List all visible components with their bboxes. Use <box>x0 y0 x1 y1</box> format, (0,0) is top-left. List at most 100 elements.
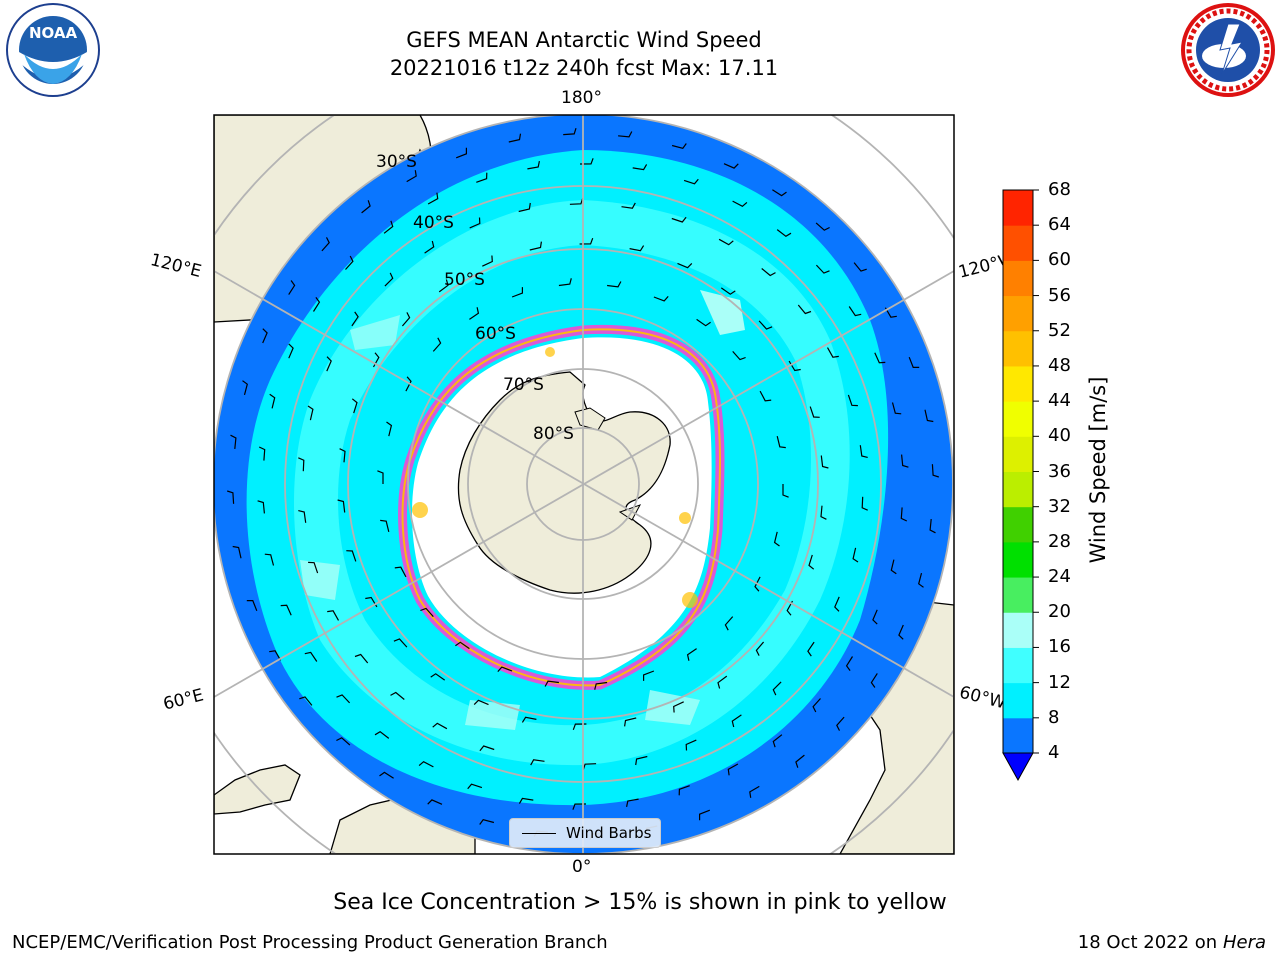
colorbar-tick-label: 4 <box>1048 742 1060 763</box>
colorbar-segment <box>1003 401 1033 437</box>
wind-barb <box>758 320 773 330</box>
wind-barb <box>346 550 357 562</box>
wind-barb <box>262 328 268 344</box>
wind-barb <box>563 128 577 136</box>
wind-barb <box>269 393 276 409</box>
wind-barb <box>686 648 697 661</box>
wind-barb <box>861 496 868 511</box>
wind-barb <box>374 730 390 739</box>
wind-barb <box>242 380 248 396</box>
wind-barb <box>732 200 748 208</box>
wind-barb <box>336 737 351 746</box>
colorbar-tick-label: 28 <box>1048 530 1071 552</box>
wind-barb <box>424 240 435 254</box>
noaa-logo-icon: NOAA <box>6 3 100 97</box>
wind-barb <box>898 624 904 640</box>
wind-barb <box>683 178 699 185</box>
wind-barb <box>529 241 542 251</box>
wind-barb <box>908 356 920 368</box>
chart-title: GEFS MEAN Antarctic Wind Speed <box>406 28 762 52</box>
wind-barb <box>288 280 296 295</box>
wind-barb <box>852 547 859 563</box>
wind-barb <box>336 694 351 704</box>
wind-barb <box>432 722 448 730</box>
lat-label-70s: 70°S <box>503 375 544 395</box>
footer-organization: NCEP/EMC/Verification Post Processing Pr… <box>12 932 608 953</box>
wind-barb <box>308 561 319 574</box>
wind-barb <box>288 343 294 359</box>
colorbar-tick-label: 32 <box>1048 495 1071 517</box>
wind-barb <box>427 192 439 205</box>
wind-barb <box>386 421 393 437</box>
colorbar-tick-label: 52 <box>1048 319 1071 341</box>
wind-barb <box>717 675 728 689</box>
wind-barb <box>749 785 760 798</box>
wind-barb <box>643 670 655 681</box>
wind-barb <box>673 701 684 713</box>
wind-barb <box>786 600 794 616</box>
wind-barb <box>872 609 878 625</box>
colorbar-segment <box>1003 577 1033 613</box>
wind-barb <box>847 394 858 407</box>
wind-barb <box>482 255 493 267</box>
legend-label: Wind Barbs <box>566 824 652 842</box>
wind-barb <box>626 798 639 808</box>
colorbar-tick-label: 24 <box>1048 566 1071 588</box>
wind-barb <box>755 641 765 656</box>
wind-barb <box>815 264 830 274</box>
wind-barb <box>455 641 470 650</box>
sea-ice-caption: Sea Ice Concentration > 15% is shown in … <box>333 890 947 915</box>
wind-barb <box>618 131 633 138</box>
wind-barb <box>845 656 854 671</box>
wind-barb <box>508 133 522 143</box>
colorbar-segment <box>1003 541 1033 578</box>
wind-barb <box>826 347 839 358</box>
wind-barb <box>731 714 742 728</box>
colorbar-segment <box>1003 260 1033 297</box>
wind-barb <box>418 760 434 768</box>
wind-barbs <box>227 128 939 840</box>
wind-barb <box>820 505 827 520</box>
colorbar-tick-label: 68 <box>1048 179 1071 200</box>
colorbar-segment <box>1003 436 1033 472</box>
wind-barb <box>848 306 862 317</box>
wind-barb <box>776 229 792 238</box>
wind-barb <box>720 287 736 295</box>
wind-barb <box>232 545 242 559</box>
wind-barb <box>696 318 711 327</box>
colorbar-segment <box>1003 612 1033 648</box>
wind-barb <box>394 566 407 578</box>
wind-barb <box>671 143 687 149</box>
wind-barb <box>420 607 434 617</box>
wind-barb <box>653 296 669 302</box>
colorbar-tick-label: 20 <box>1048 601 1071 623</box>
wind-barb <box>327 610 340 621</box>
colorbar-segment <box>1003 365 1033 402</box>
noaa-logo-text: NOAA <box>29 24 78 42</box>
legend-line-icon <box>522 832 556 834</box>
wind-barb <box>530 759 545 766</box>
chart-subtitle: 20221016 t12z 240h fcst Max: 17.11 <box>389 56 779 80</box>
colorbar-tick-label: 48 <box>1048 354 1071 376</box>
wind-barb <box>924 409 934 423</box>
wind-barb <box>812 698 821 713</box>
wind-barb <box>258 446 266 461</box>
wind-barb <box>307 405 314 421</box>
colorbar-tick-label: 16 <box>1048 636 1071 658</box>
lat-label-50s: 50°S <box>444 270 485 290</box>
wind-barb <box>772 681 782 696</box>
antarctica-landmass <box>457 371 671 594</box>
wind-barb <box>815 222 830 231</box>
footer-date: 18 Oct 2022 on Hera <box>1078 932 1266 953</box>
wind-barb <box>544 680 559 687</box>
lat-label-60s: 60°S <box>475 324 516 344</box>
colorbar-tick-label: 36 <box>1048 460 1071 482</box>
wind-barb <box>629 245 645 252</box>
wind-barb <box>430 673 446 681</box>
wind-barb <box>776 435 786 449</box>
wind-barb <box>345 255 354 270</box>
wind-barb <box>518 797 534 804</box>
wind-barb <box>511 287 523 298</box>
wind-barb <box>859 445 868 458</box>
